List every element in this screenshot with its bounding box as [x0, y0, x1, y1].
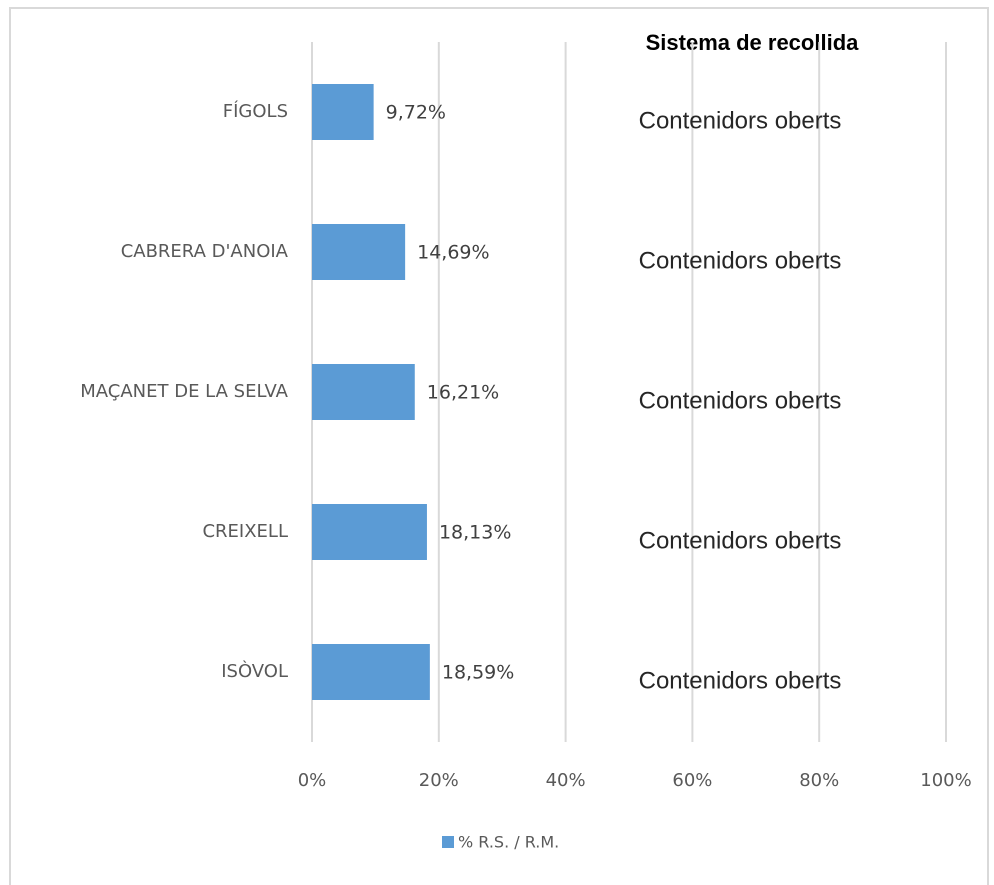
value-label: 18,59% — [442, 662, 514, 684]
chart-frame — [9, 7, 989, 885]
value-label: 18,13% — [439, 522, 511, 544]
bar — [312, 644, 430, 700]
x-tick-label: 0% — [298, 770, 327, 791]
bar — [312, 504, 427, 560]
legend-swatch — [442, 836, 454, 848]
x-tick-label: 40% — [546, 770, 586, 791]
side-column-value: Contenidors oberts — [639, 247, 842, 274]
side-column-title: Sistema de recollida — [646, 30, 860, 55]
y-tick-label: CABRERA D'ANOIA — [121, 241, 289, 262]
side-column-value: Contenidors oberts — [639, 387, 842, 414]
side-column-value: Contenidors oberts — [639, 527, 842, 554]
x-tick-label: 20% — [419, 770, 459, 791]
y-tick-label: FÍGOLS — [223, 100, 288, 122]
value-label: 14,69% — [417, 242, 489, 264]
bar — [312, 364, 415, 420]
x-tick-label: 80% — [799, 770, 839, 791]
y-tick-label: MAÇANET DE LA SELVA — [80, 381, 288, 402]
bar — [312, 224, 406, 280]
x-tick-label: 60% — [672, 770, 712, 791]
y-tick-label: CREIXELL — [202, 521, 288, 542]
y-tick-label: ISÒVOL — [221, 660, 288, 682]
side-column-value: Contenidors oberts — [639, 107, 842, 134]
bar — [312, 84, 374, 140]
value-label: 9,72% — [386, 102, 446, 124]
side-column-value: Contenidors oberts — [639, 667, 842, 694]
x-tick-label: 100% — [920, 770, 971, 791]
value-label: 16,21% — [427, 382, 499, 404]
legend-label: % R.S. / R.M. — [458, 833, 559, 852]
